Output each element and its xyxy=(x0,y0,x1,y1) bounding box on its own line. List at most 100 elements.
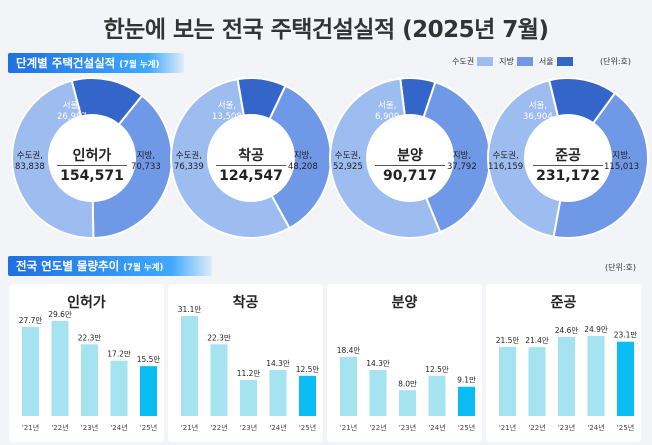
section-header-label: 단계별 주택건설실적 xyxy=(16,56,116,70)
donut-permit: 서울, 26,987 수도권, 83,838 지방, 70,733 인허가 154,5… xyxy=(11,77,173,239)
bar-value-label: 12.5만 xyxy=(296,365,320,374)
label-text: 수도권, xyxy=(492,151,519,161)
donut-slice-capital xyxy=(487,79,562,238)
x-tick-label: '21년 xyxy=(181,423,198,432)
legend-label: 수도권 xyxy=(452,57,475,66)
bar-chart-svg: 18.4만 '21년 14.3만 '22년 8.0만 '23년 12.5만 '24년 9.1만 '… xyxy=(337,346,476,432)
donut-svg xyxy=(11,77,173,239)
donut-hole xyxy=(50,116,134,200)
bar xyxy=(340,356,357,416)
donut-center-name: 착공 xyxy=(238,148,264,164)
label-value: 52,925 xyxy=(333,162,363,172)
x-tick-label: '23년 xyxy=(81,423,98,432)
bar xyxy=(110,360,128,416)
legend-label: 지방 xyxy=(499,57,514,66)
bar-value-label: 31.1만 xyxy=(178,305,202,314)
donut-svg xyxy=(329,77,491,239)
bar-value-label: 22.3만 xyxy=(207,333,231,342)
bar xyxy=(181,316,198,416)
donut-slice-local xyxy=(552,91,649,239)
donut-slice-local xyxy=(422,80,491,234)
x-tick-label: '25년 xyxy=(617,423,634,432)
bar xyxy=(528,347,546,416)
x-tick-label: '22년 xyxy=(210,423,227,432)
bar xyxy=(22,326,39,416)
donut-label-capital: 수도권, 83,838 xyxy=(15,151,45,173)
x-tick-label: '25년 xyxy=(458,423,475,432)
bar-value-label: 24.9만 xyxy=(584,325,608,334)
bar-chart-svg: 21.5만 '21년 21.4만 '22년 24.6만 '23년 24.9만 '24년 23.1… xyxy=(496,325,638,432)
donut-svg xyxy=(170,77,332,239)
donut-center-name: 분양 xyxy=(397,148,423,164)
bar-value-label: 14.3만 xyxy=(266,359,290,368)
bar-panel-start: 착공 31.1만 '21년 22.3만 '22년 11.2만 '23년 14.3만 '24년 1… xyxy=(168,284,323,442)
legend-item-seoul: 서울 xyxy=(539,56,573,67)
bar xyxy=(269,370,287,416)
donut-svg xyxy=(487,77,649,239)
bar-value-label: 27.7만 xyxy=(19,316,43,325)
x-tick-label: '21년 xyxy=(22,423,39,432)
panel-title: 분양 xyxy=(391,295,418,311)
donut-center-name: 준공 xyxy=(555,148,581,164)
label-value: 6,909 xyxy=(375,112,400,122)
bar xyxy=(369,370,387,416)
donut-center-name: 인허가 xyxy=(72,148,112,164)
donut-label-capital: 수도권, 76,339 xyxy=(174,151,204,173)
panel-title: 준공 xyxy=(550,295,577,311)
label-text: 지방, xyxy=(293,151,313,161)
donut-label-capital: 수도권, 52,925 xyxy=(333,151,363,173)
section-header-stage: 단계별 주택건설실적 (7월 누계) xyxy=(8,53,184,73)
bar-panel-permit: 인허가 27.7만 '21년 29.6만 '22년 22.3만 '23년 17.2만 '24년… xyxy=(9,284,164,442)
label-value: 26,987 xyxy=(57,112,87,122)
legend-swatch xyxy=(477,57,494,66)
unit-label: (단위:호) xyxy=(600,57,632,66)
x-tick-label: '25년 xyxy=(140,423,157,432)
label-value: 13,508 xyxy=(212,112,242,122)
legend-item-capital: 수도권 xyxy=(452,56,494,67)
bar xyxy=(499,346,516,416)
donut-label-local: 지방, 48,208 xyxy=(288,151,318,173)
bar xyxy=(617,341,634,416)
legend: 수도권 지방 서울 xyxy=(452,56,579,67)
x-tick-label: '22년 xyxy=(369,423,386,432)
bar-value-label: 23.1만 xyxy=(614,331,638,340)
donut-center-divider xyxy=(216,165,286,166)
x-tick-label: '25년 xyxy=(299,423,316,432)
section-header-sub: (7월 누계) xyxy=(119,60,160,70)
x-tick-label: '21년 xyxy=(499,423,516,432)
legend-label: 서울 xyxy=(538,57,554,66)
label-text: 서울, xyxy=(62,101,82,111)
donut-label-seoul: 서울, 36,904 xyxy=(523,101,553,123)
x-tick-label: '21년 xyxy=(340,423,357,432)
donut-hole xyxy=(209,116,293,200)
label-text: 수도권, xyxy=(16,151,43,161)
bar-value-label: 21.4만 xyxy=(525,336,549,345)
page-title: 한눈에 보는 전국 주택건설실적 (2025년 7월) xyxy=(103,17,549,43)
donut-slice-capital xyxy=(11,79,95,239)
bar-value-label: 15.5만 xyxy=(137,355,161,364)
donut-label-seoul: 서울, 6,909 xyxy=(375,101,399,123)
legend-swatch xyxy=(556,57,573,66)
bar-panel-completion: 준공 21.5만 '21년 21.4만 '22년 24.6만 '23년 24.9만 '24년 2… xyxy=(486,284,641,442)
label-text: 수도권, xyxy=(175,151,202,161)
bar-value-label: 22.3만 xyxy=(78,333,102,342)
bar-value-label: 8.0만 xyxy=(398,379,417,388)
bar-value-label: 9.1만 xyxy=(457,376,476,385)
donut-center-divider xyxy=(57,165,127,166)
unit-label: (단위:호) xyxy=(605,263,637,272)
donut-slice-capital xyxy=(170,77,291,239)
donut-center-total: 124,547 xyxy=(219,168,283,184)
label-text: 지방, xyxy=(136,151,156,161)
bar xyxy=(558,336,575,416)
bar-value-label: 24.6만 xyxy=(555,326,579,335)
label-value: 83,838 xyxy=(15,162,45,172)
section-header-yearly: 전국 연도별 물량추이 (7월 누계) xyxy=(8,256,212,276)
donut-hole xyxy=(526,116,610,200)
bar xyxy=(587,335,605,416)
donut-label-local: 지방, 70,733 xyxy=(131,151,161,173)
donut-label-seoul: 서울, 13,508 xyxy=(212,101,242,123)
donut-slice-capital xyxy=(329,77,442,239)
x-tick-label: '22년 xyxy=(528,423,545,432)
label-value: 48,208 xyxy=(288,162,318,172)
label-value: 37,792 xyxy=(447,162,477,172)
